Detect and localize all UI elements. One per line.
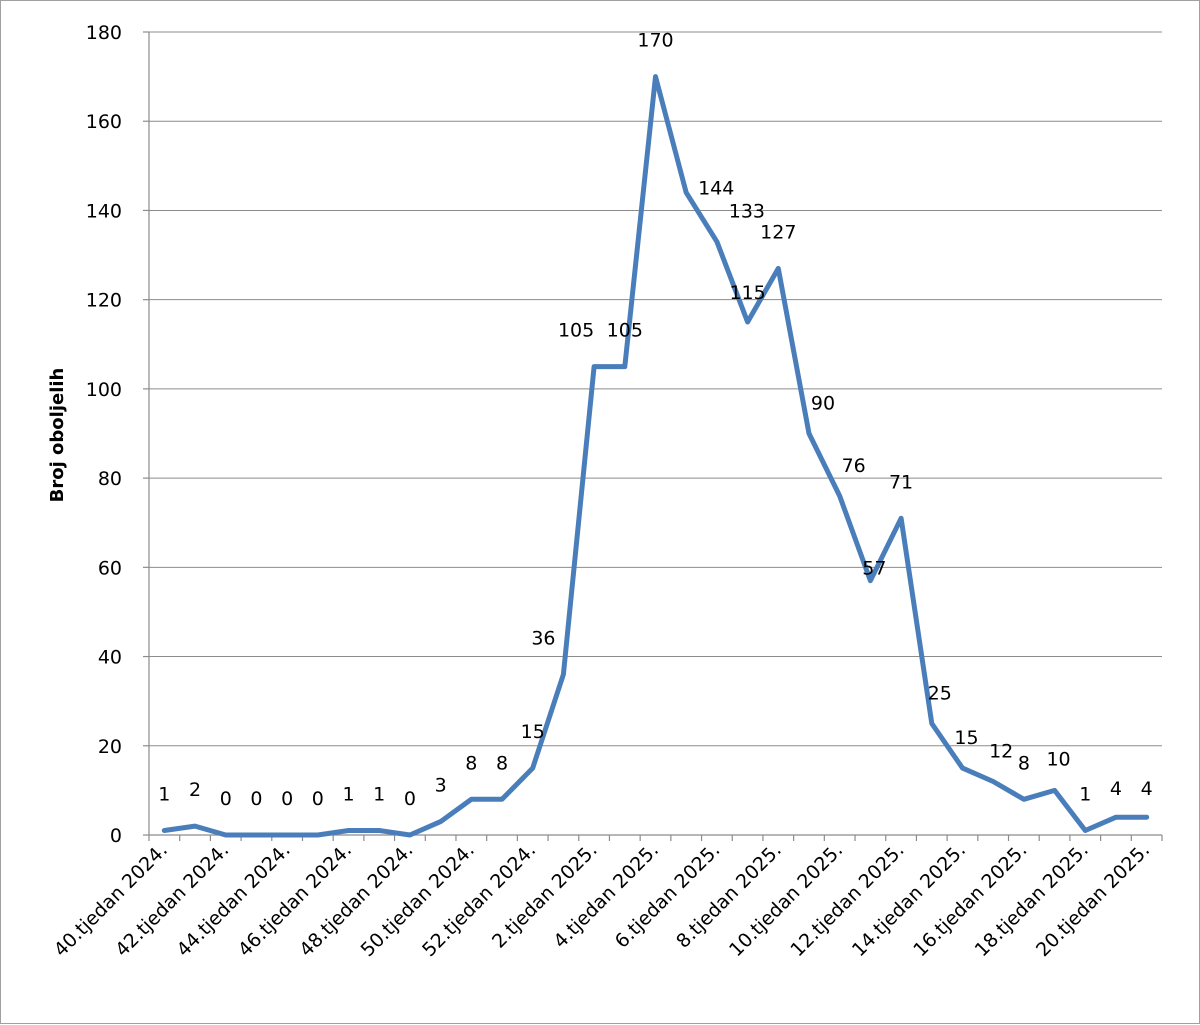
x-tick-label: 14.tjedan 2025. (848, 839, 970, 961)
x-tick-label: 42.tjedan 2024. (111, 839, 233, 961)
x-tick-label: 10.tjedan 2025. (725, 839, 847, 961)
series-layer (164, 77, 1147, 836)
data-label: 0 (220, 788, 232, 810)
y-tick-label: 0 (110, 825, 122, 847)
data-label: 4 (1141, 778, 1153, 800)
data-label: 90 (811, 393, 835, 415)
y-tick-label: 80 (98, 468, 122, 490)
x-tick-label: 4.tjedan 2025. (549, 839, 663, 953)
y-axis-label: Broj oboljelih (47, 368, 68, 503)
x-tick-label: 18.tjedan 2025. (971, 839, 1093, 961)
data-label: 12 (989, 740, 1013, 762)
data-label: 0 (312, 788, 324, 810)
data-label: 36 (531, 627, 555, 649)
y-tick-label: 60 (98, 557, 122, 579)
data-label: 4 (1110, 778, 1122, 800)
x-tick-labels: 40.tjedan 2024.42.tjedan 2024.44.tjedan … (50, 839, 1154, 961)
gridlines (149, 32, 1162, 746)
data-label: 15 (521, 721, 545, 743)
data-label: 1 (373, 784, 385, 806)
data-label: 57 (862, 558, 886, 580)
y-tick-label: 20 (98, 736, 122, 758)
y-tick-label: 100 (86, 379, 122, 401)
data-label: 10 (1046, 748, 1070, 770)
data-label: 105 (607, 320, 643, 342)
data-label: 144 (698, 178, 734, 200)
data-label: 76 (842, 455, 866, 477)
data-label: 2 (189, 779, 201, 801)
y-tick-label: 160 (86, 111, 122, 133)
data-label: 3 (435, 775, 447, 797)
x-tick-label: 16.tjedan 2025. (909, 839, 1031, 961)
data-label: 0 (281, 788, 293, 810)
data-label: 8 (465, 752, 477, 774)
x-tick-label: 8.tjedan 2025. (672, 839, 786, 953)
data-label: 0 (250, 788, 262, 810)
y-tick-labels: 0 20 40 60 80 100 120 140 160 180 (86, 22, 122, 847)
x-tick-label: 6.tjedan 2025. (611, 839, 725, 953)
data-label: 0 (404, 788, 416, 810)
x-tick-label: 52.tjedan 2024. (418, 839, 540, 961)
data-label: 115 (729, 282, 765, 304)
y-tick-label: 40 (98, 647, 122, 669)
series-line (164, 77, 1146, 835)
data-label: 1 (1079, 784, 1091, 806)
data-label: 133 (729, 201, 765, 223)
x-tick-label: 2.tjedan 2025. (488, 839, 602, 953)
data-label: 71 (889, 471, 913, 493)
data-label: 8 (1018, 752, 1030, 774)
x-tick-label: 50.tjedan 2024. (357, 839, 479, 961)
x-tick-label: 20.tjedan 2025. (1032, 839, 1154, 961)
data-label: 1 (342, 784, 354, 806)
data-label: 170 (637, 30, 673, 52)
data-label: 1 (158, 784, 170, 806)
axes (143, 32, 1162, 841)
data-label: 15 (954, 727, 978, 749)
x-tick-label: 12.tjedan 2025. (786, 839, 908, 961)
x-tick-label: 44.tjedan 2024. (172, 839, 294, 961)
x-tick-label: 40.tjedan 2024. (50, 839, 172, 961)
x-tick-label: 48.tjedan 2024. (295, 839, 417, 961)
x-tick-label: 46.tjedan 2024. (234, 839, 356, 961)
data-label: 127 (760, 221, 796, 243)
data-label: 25 (928, 682, 952, 704)
y-tick-label: 120 (86, 290, 122, 312)
y-tick-label: 180 (86, 22, 122, 44)
data-label: 8 (496, 752, 508, 774)
data-label: 105 (558, 320, 594, 342)
y-tick-label: 140 (86, 200, 122, 222)
